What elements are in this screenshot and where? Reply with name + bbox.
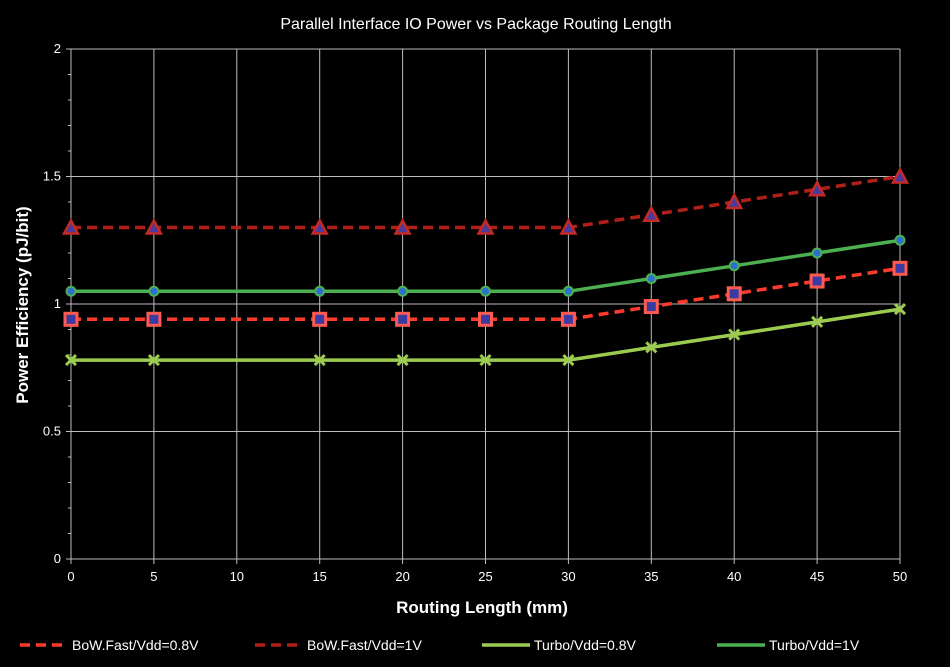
x-tick-label: 25 (478, 569, 492, 584)
triangle-marker (808, 179, 827, 197)
legend-entry-2: BoW.Fast/Vdd=1V (307, 637, 422, 653)
circle-marker (894, 234, 906, 246)
x-tick-label: 10 (230, 569, 244, 584)
x-marker (728, 328, 741, 341)
x-tick-label: 30 (561, 569, 575, 584)
series-lines (71, 174, 901, 362)
square-marker (643, 299, 659, 315)
square-marker (726, 286, 742, 302)
x-tick-label: 5 (150, 569, 157, 584)
y-tick-label: 1 (54, 296, 61, 311)
circle-marker (811, 247, 823, 259)
x-tick-label: 0 (67, 569, 74, 584)
circle-marker (562, 285, 574, 297)
y-tick-label: 0 (54, 551, 61, 566)
circle-marker (645, 273, 657, 284)
series-line-2 (71, 174, 901, 230)
circle-marker (65, 285, 77, 297)
y-axis-label: Power Efficiency (pJ/bit) (13, 206, 32, 403)
legend-entry-1: BoW.Fast/Vdd=0.8V (72, 637, 199, 653)
x-marker (893, 303, 907, 316)
x-marker (64, 354, 78, 367)
x-tick-label: 20 (395, 569, 409, 584)
square-marker (395, 311, 411, 327)
y-tick-label: 0.5 (43, 424, 61, 439)
y-tick-label: 1.5 (43, 169, 61, 184)
circle-marker (148, 285, 160, 297)
circle-marker (480, 285, 491, 297)
square-marker (146, 311, 162, 327)
x-marker (645, 341, 658, 354)
series-line-1 (71, 266, 901, 322)
triangle-marker (61, 217, 81, 235)
square-marker (478, 311, 493, 327)
square-marker (312, 311, 328, 327)
x-marker (147, 354, 160, 367)
triangle-marker (476, 217, 495, 235)
legend-entry-3: Turbo/Vdd=0.8V (534, 637, 636, 653)
y-tick-label: 2 (54, 41, 61, 56)
triangle-marker (310, 217, 329, 235)
axes: 0 5 10 15 20 25 30 35 40 45 50 0 0.5 1 1.5 2 (43, 41, 907, 584)
series-line-4 (71, 238, 901, 294)
x-marker (479, 354, 492, 367)
circle-marker (314, 285, 326, 297)
triangle-marker (393, 217, 412, 235)
x-tick-label: 45 (810, 569, 824, 584)
x-axis-label: Routing Length (mm) (396, 598, 568, 617)
x-marker (313, 354, 326, 367)
legend: BoW.Fast/Vdd=0.8V BoW.Fast/Vdd=1V Turbo/Vd… (20, 637, 860, 653)
legend-entry-4: Turbo/Vdd=1V (769, 637, 860, 653)
x-tick-label: 15 (312, 569, 326, 584)
chart-title: Parallel Interface IO Power vs Package R… (280, 16, 671, 33)
x-tick-label: 40 (727, 569, 741, 584)
x-marker (396, 354, 409, 367)
triangle-marker (725, 192, 744, 210)
triangle-marker (642, 205, 661, 222)
triangle-marker (890, 166, 910, 184)
x-tick-label: 50 (893, 569, 907, 584)
series-line-3 (71, 307, 901, 362)
circle-marker (728, 260, 740, 272)
x-marker (811, 315, 824, 328)
triangle-marker (559, 217, 578, 235)
circle-marker (397, 285, 409, 297)
square-marker (560, 311, 576, 327)
x-tick-label: 35 (644, 569, 658, 584)
square-marker (63, 311, 79, 327)
square-marker (809, 273, 825, 289)
grid (70, 48, 901, 560)
square-marker (892, 260, 908, 276)
x-marker (562, 354, 575, 367)
triangle-marker (144, 217, 163, 235)
series-markers (61, 166, 910, 367)
